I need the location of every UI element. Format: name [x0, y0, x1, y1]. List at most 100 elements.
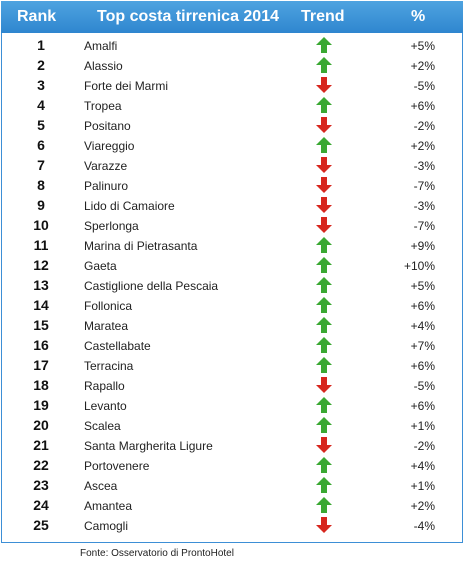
row-name: Gaeta	[84, 259, 117, 273]
table-row: 8 Palinuro -7%	[2, 175, 462, 195]
up-arrow-icon	[316, 97, 332, 113]
table-body: 1 Amalfi +5% 2 Alassio +2% 3 Forte dei Marmi -5%…	[1, 33, 463, 543]
row-rank: 9	[37, 197, 45, 213]
up-arrow-icon	[316, 57, 332, 73]
row-percent: +10%	[403, 259, 435, 273]
row-rank: 10	[33, 217, 49, 233]
up-arrow-icon	[316, 257, 332, 273]
row-name: Castiglione della Pescaia	[84, 279, 219, 293]
row-name: Portovenere	[84, 459, 150, 473]
row-percent: +5%	[410, 39, 435, 53]
row-percent: +9%	[410, 239, 435, 253]
up-arrow-icon	[316, 397, 332, 413]
row-percent: +6%	[410, 99, 435, 113]
row-rank: 15	[33, 317, 49, 333]
row-rank: 12	[33, 257, 49, 273]
row-rank: 2	[37, 57, 45, 73]
row-name: Santa Margherita Ligure	[84, 439, 213, 453]
table-row: 9 Lido di Camaiore -3%	[2, 195, 462, 215]
row-rank: 24	[33, 497, 49, 513]
row-rank: 3	[37, 77, 45, 93]
up-arrow-icon	[316, 417, 332, 433]
row-rank: 6	[37, 137, 45, 153]
row-percent: -7%	[413, 179, 435, 193]
row-name: Palinuro	[84, 179, 129, 193]
row-percent: +4%	[410, 319, 435, 333]
row-rank: 14	[33, 297, 49, 313]
row-rank: 20	[33, 417, 49, 433]
table-row: 7 Varazze -3%	[2, 155, 462, 175]
table-row: 3 Forte dei Marmi -5%	[2, 75, 462, 95]
row-name: Alassio	[84, 59, 123, 73]
row-name: Tropea	[84, 99, 122, 113]
row-percent: -2%	[413, 119, 435, 133]
row-percent: -5%	[413, 379, 435, 393]
row-rank: 4	[37, 97, 45, 113]
row-name: Castellabate	[84, 339, 151, 353]
table-row: 17 Terracina +6%	[2, 355, 462, 375]
table-row: 12 Gaeta +10%	[2, 255, 462, 275]
row-name: Viareggio	[84, 139, 135, 153]
up-arrow-icon	[316, 237, 332, 253]
row-rank: 23	[33, 477, 49, 493]
table-row: 20 Scalea +1%	[2, 415, 462, 435]
row-name: Levanto	[84, 399, 127, 413]
row-rank: 17	[33, 357, 49, 373]
up-arrow-icon	[316, 357, 332, 373]
row-name: Sperlonga	[84, 219, 139, 233]
down-arrow-icon	[316, 517, 332, 533]
down-arrow-icon	[316, 177, 332, 193]
down-arrow-icon	[316, 77, 332, 93]
up-arrow-icon	[316, 37, 332, 53]
down-arrow-icon	[316, 197, 332, 213]
row-rank: 7	[37, 157, 45, 173]
row-percent: -2%	[413, 439, 435, 453]
row-percent: +2%	[410, 499, 435, 513]
row-name: Varazze	[84, 159, 128, 173]
header-trend: Trend	[301, 8, 345, 25]
table-row: 25 Camogli -4%	[2, 515, 462, 535]
row-rank: 1	[37, 37, 45, 53]
row-name: Forte dei Marmi	[84, 79, 169, 93]
row-percent: +5%	[410, 279, 435, 293]
row-percent: -5%	[413, 79, 435, 93]
row-percent: -3%	[413, 159, 435, 173]
row-rank: 19	[33, 397, 49, 413]
up-arrow-icon	[316, 497, 332, 513]
row-rank: 21	[33, 437, 49, 453]
table-row: 4 Tropea +6%	[2, 95, 462, 115]
row-rank: 8	[37, 177, 45, 193]
table-row: 5 Positano -2%	[2, 115, 462, 135]
row-name: Camogli	[84, 519, 129, 533]
row-name: Maratea	[84, 319, 129, 333]
row-name: Lido di Camaiore	[84, 199, 175, 213]
row-name: Follonica	[84, 299, 133, 313]
row-name: Terracina	[84, 359, 134, 373]
table-row: 15 Maratea +4%	[2, 315, 462, 335]
up-arrow-icon	[316, 477, 332, 493]
row-percent: +6%	[410, 299, 435, 313]
row-rank: 5	[37, 117, 45, 133]
table-row: 24 Amantea +2%	[2, 495, 462, 515]
table-row: 10 Sperlonga -7%	[2, 215, 462, 235]
row-rank: 22	[33, 457, 49, 473]
row-name: Positano	[84, 119, 131, 133]
row-percent: +6%	[410, 359, 435, 373]
table-row: 13 Castiglione della Pescaia +5%	[2, 275, 462, 295]
row-name: Ascea	[84, 479, 118, 493]
down-arrow-icon	[316, 437, 332, 453]
row-name: Scalea	[84, 419, 121, 433]
row-name: Amalfi	[84, 39, 118, 53]
table-row: 23 Ascea +1%	[2, 475, 462, 495]
row-rank: 13	[33, 277, 49, 293]
row-rank: 16	[33, 337, 49, 353]
row-percent: +2%	[410, 59, 435, 73]
table-row: 21 Santa Margherita Ligure -2%	[2, 435, 462, 455]
row-percent: -7%	[413, 219, 435, 233]
row-rank: 18	[33, 377, 49, 393]
row-percent: +2%	[410, 139, 435, 153]
up-arrow-icon	[316, 297, 332, 313]
table-row: 2 Alassio +2%	[2, 55, 462, 75]
row-percent: +4%	[410, 459, 435, 473]
row-name: Marina di Pietrasanta	[84, 239, 198, 253]
